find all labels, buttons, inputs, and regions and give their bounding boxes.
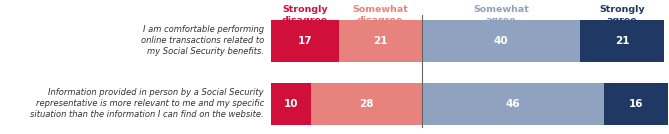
Text: Information provided in person by a Social Security
representative is more relev: Information provided in person by a Soci… bbox=[30, 88, 264, 119]
Text: Strongly
agree: Strongly agree bbox=[599, 5, 645, 25]
Bar bbox=[422, 83, 604, 125]
Bar bbox=[271, 20, 339, 62]
Text: Somewhat
disagree: Somewhat disagree bbox=[353, 5, 408, 25]
Bar bbox=[422, 20, 581, 62]
Text: 16: 16 bbox=[629, 99, 643, 109]
Text: 46: 46 bbox=[506, 99, 520, 109]
Bar bbox=[311, 83, 422, 125]
Bar bbox=[271, 83, 311, 125]
Text: 28: 28 bbox=[359, 99, 373, 109]
Text: I am comfortable performing
online transactions related to
my Social Security be: I am comfortable performing online trans… bbox=[140, 25, 264, 56]
Text: 40: 40 bbox=[494, 36, 508, 46]
Text: 21: 21 bbox=[615, 36, 630, 46]
Bar bbox=[604, 83, 668, 125]
Text: 17: 17 bbox=[298, 36, 312, 46]
Text: Strongly
disagree: Strongly disagree bbox=[282, 5, 328, 25]
Text: Somewhat
agree: Somewhat agree bbox=[473, 5, 529, 25]
Text: 10: 10 bbox=[284, 99, 298, 109]
Bar bbox=[339, 20, 422, 62]
Text: 21: 21 bbox=[373, 36, 387, 46]
Bar bbox=[581, 20, 664, 62]
